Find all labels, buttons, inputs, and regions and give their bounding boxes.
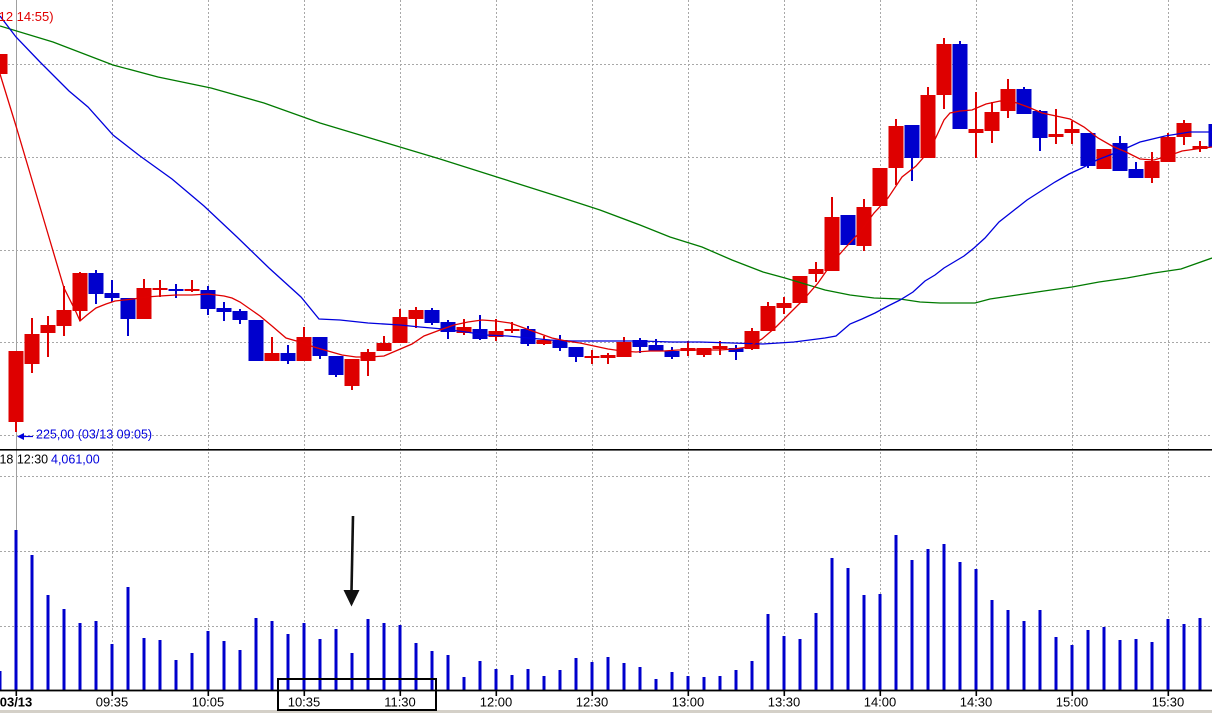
svg-text:15:30: 15:30 xyxy=(1152,695,1185,710)
svg-text:10:35: 10:35 xyxy=(288,695,321,710)
svg-text:09:35: 09:35 xyxy=(96,695,129,710)
svg-text:/12 14:55): /12 14:55) xyxy=(0,9,54,24)
svg-text:12:30: 12:30 xyxy=(576,695,609,710)
svg-text:14:00: 14:00 xyxy=(864,695,897,710)
svg-text:4,061,00: 4,061,00 xyxy=(51,453,100,467)
svg-text:225,00 (03/13 09:05): 225,00 (03/13 09:05) xyxy=(36,428,152,442)
svg-text:13:00: 13:00 xyxy=(672,695,705,710)
svg-text:/18 12:30: /18 12:30 xyxy=(0,453,48,467)
svg-text:12:00: 12:00 xyxy=(480,695,513,710)
svg-text:03/13: 03/13 xyxy=(0,695,32,710)
svg-text:14:30: 14:30 xyxy=(960,695,993,710)
svg-text:13:30: 13:30 xyxy=(768,695,801,710)
svg-text:10:05: 10:05 xyxy=(192,695,225,710)
svg-text:11:30: 11:30 xyxy=(384,695,416,710)
svg-text:15:00: 15:00 xyxy=(1056,695,1089,710)
